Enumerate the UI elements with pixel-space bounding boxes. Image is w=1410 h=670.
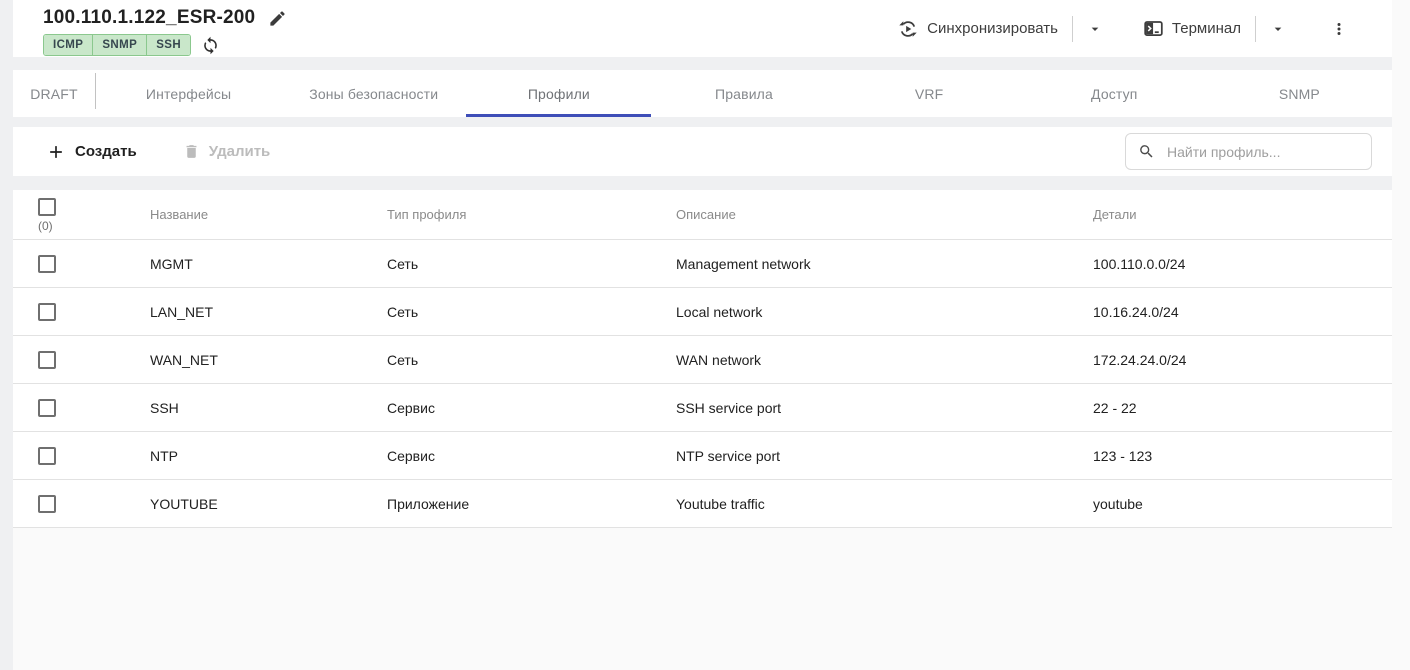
cell-description: SSH service port <box>676 399 782 416</box>
tab-interfaces[interactable]: Интерфейсы <box>145 85 232 102</box>
badge-ssh: SSH <box>147 35 191 55</box>
cell-details: youtube <box>1093 495 1143 512</box>
cell-details: 10.16.24.0/24 <box>1093 303 1179 320</box>
divider <box>1255 15 1256 42</box>
tab-draft[interactable]: DRAFT <box>30 85 78 102</box>
tab-access[interactable]: Доступ <box>1091 85 1138 102</box>
page-gutter <box>0 0 13 670</box>
profiles-table: (0) Название Тип профиля Описание Детали… <box>13 190 1392 528</box>
column-header-description: Описание <box>676 207 736 222</box>
tab-security-zones[interactable]: Зоны безопасности <box>309 85 439 102</box>
cell-details: 22 - 22 <box>1093 399 1137 416</box>
cell-type: Сеть <box>387 351 419 368</box>
delete-label: Удалить <box>208 143 271 160</box>
cell-name: MGMT <box>150 255 193 272</box>
table-row[interactable]: SSH Сервис SSH service port 22 - 22 <box>13 384 1392 432</box>
chevron-down-icon <box>1087 21 1103 37</box>
select-all-checkbox[interactable] <box>38 198 56 216</box>
profiles-toolbar: Создать Удалить <box>13 127 1392 176</box>
more-actions-button[interactable] <box>1326 14 1352 44</box>
cell-name: SSH <box>150 399 179 416</box>
service-badges: ICMP SNMP SSH <box>43 34 192 56</box>
cell-description: NTP service port <box>676 447 780 464</box>
cell-type: Сеть <box>387 303 419 320</box>
cell-details: 100.110.0.0/24 <box>1093 255 1186 272</box>
tab-profiles[interactable]: Профили <box>466 70 652 117</box>
tabs-list: Интерфейсы Зоны безопасности Профили Правил… <box>96 70 1392 117</box>
row-checkbox[interactable] <box>38 302 56 321</box>
row-checkbox[interactable] <box>38 446 56 465</box>
cell-type: Сервис <box>387 399 435 416</box>
cell-name: YOUTUBE <box>150 495 218 512</box>
table-row[interactable]: LAN_NET Сеть Local network 10.16.24.0/24 <box>13 288 1392 336</box>
chevron-down-icon <box>1270 21 1286 37</box>
table-row[interactable]: YOUTUBE Приложение Youtube traffic youtu… <box>13 480 1392 528</box>
terminal-label: Терминал <box>1171 20 1241 37</box>
refresh-icon <box>201 36 220 55</box>
tab-snmp[interactable]: SNMP <box>1278 85 1320 102</box>
cell-type: Приложение <box>387 495 470 512</box>
terminal-icon <box>1143 18 1164 39</box>
search-box <box>1125 133 1372 170</box>
column-header-name: Название <box>150 207 209 222</box>
divider <box>1071 15 1073 42</box>
synchronize-dropdown-button[interactable] <box>1083 15 1117 43</box>
trash-icon <box>183 143 200 160</box>
table-header-row: (0) Название Тип профиля Описание Детали <box>13 190 1392 240</box>
search-input[interactable] <box>1165 142 1359 161</box>
cell-name: LAN_NET <box>150 303 214 320</box>
column-header-type: Тип профиля <box>387 207 467 222</box>
plus-icon <box>46 142 66 162</box>
delete-button[interactable]: Удалить <box>181 139 273 164</box>
row-checkbox[interactable] <box>38 494 56 513</box>
device-header: 100.110.1.122_ESR-200 ICMP SNMP SSH <box>13 0 1392 57</box>
synchronize-button[interactable]: Синхронизировать <box>893 12 1062 46</box>
pencil-icon <box>268 9 287 28</box>
tab-vrf[interactable]: VRF <box>914 85 944 102</box>
row-checkbox[interactable] <box>38 254 56 273</box>
cell-name: NTP <box>150 447 178 464</box>
badge-icmp: ICMP <box>44 35 94 55</box>
badge-snmp: SNMP <box>93 35 148 55</box>
kebab-icon <box>1330 20 1348 38</box>
cell-description: WAN network <box>676 351 762 368</box>
column-header-details: Детали <box>1093 207 1137 222</box>
cell-type: Сервис <box>387 447 435 464</box>
tab-bar: DRAFT Интерфейсы Зоны безопасности Профили… <box>13 70 1392 117</box>
sync-play-icon <box>897 18 919 40</box>
page-title: 100.110.1.122_ESR-200 <box>43 7 256 28</box>
row-checkbox[interactable] <box>38 398 56 417</box>
search-icon <box>1138 143 1155 160</box>
synchronize-label: Синхронизировать <box>927 20 1058 37</box>
row-checkbox[interactable] <box>38 350 56 369</box>
terminal-dropdown-button[interactable] <box>1266 15 1300 43</box>
table-body: MGMT Сеть Management network 100.110.0.0… <box>13 240 1392 528</box>
terminal-button[interactable]: Терминал <box>1139 12 1245 45</box>
cell-details: 123 - 123 <box>1093 447 1153 464</box>
table-row[interactable]: MGMT Сеть Management network 100.110.0.0… <box>13 240 1392 288</box>
table-row[interactable]: NTP Сервис NTP service port 123 - 123 <box>13 432 1392 480</box>
cell-details: 172.24.24.0/24 <box>1093 351 1187 368</box>
cell-type: Сеть <box>387 255 419 272</box>
cell-description: Management network <box>676 255 811 272</box>
refresh-status-button[interactable] <box>201 36 220 55</box>
table-row[interactable]: WAN_NET Сеть WAN network 172.24.24.0/24 <box>13 336 1392 384</box>
edit-title-button[interactable] <box>268 9 287 28</box>
cell-description: Youtube traffic <box>676 495 765 512</box>
create-label: Создать <box>75 143 137 160</box>
create-button[interactable]: Создать <box>44 138 139 166</box>
cell-name: WAN_NET <box>150 351 218 368</box>
cell-description: Local network <box>676 303 763 320</box>
selected-count: (0) <box>38 219 53 233</box>
tab-divider <box>95 73 96 109</box>
tab-rules[interactable]: Правила <box>715 85 773 102</box>
